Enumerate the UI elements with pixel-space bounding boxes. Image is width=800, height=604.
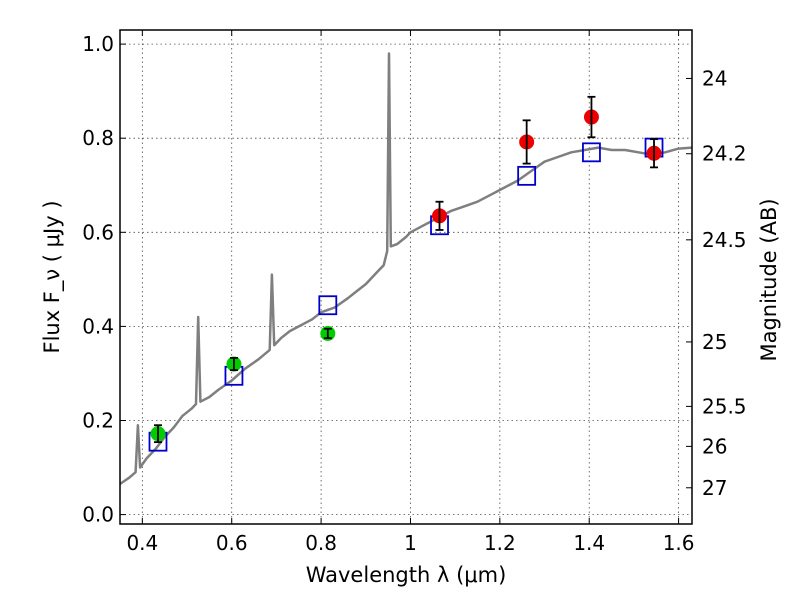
x-tick-label: 1 xyxy=(404,531,417,555)
y-axis-title: Flux F_ν ( μJy ) xyxy=(40,200,65,353)
spectrum-line xyxy=(120,52,692,486)
x-tick-label: 1.6 xyxy=(663,531,695,555)
x-axis-title: Wavelength λ (μm) xyxy=(306,563,507,587)
observed-data-series xyxy=(150,95,662,444)
model-square-marker xyxy=(318,295,338,316)
y-tick-label: 0.4 xyxy=(82,314,114,338)
y-tick-label: 0.6 xyxy=(82,220,114,244)
plot-frame xyxy=(119,29,693,525)
right-tick-label: 24 xyxy=(702,66,727,90)
y-tick-label: 0.8 xyxy=(82,126,114,150)
x-tick-label: 0.8 xyxy=(305,531,337,555)
right-tick-label: 27 xyxy=(702,476,727,500)
right-tick-label: 24.2 xyxy=(702,142,747,166)
x-tick-label: 0.6 xyxy=(216,531,248,555)
grid-lines xyxy=(120,30,692,524)
right-tick-label: 26 xyxy=(702,434,727,458)
model-square-marker xyxy=(582,142,601,163)
x-tick-label: 1.4 xyxy=(573,531,605,555)
x-tick-label: 1.2 xyxy=(484,531,516,555)
x-tick-label: 0.4 xyxy=(126,531,158,555)
model-photometry-series xyxy=(148,137,664,452)
y-tick-label: 0.0 xyxy=(82,503,114,527)
spectrum-series xyxy=(120,52,692,486)
right-tick-label: 25 xyxy=(702,330,727,354)
axis-ticks xyxy=(120,30,692,524)
y-tick-label: 0.2 xyxy=(82,408,114,432)
model-square-marker xyxy=(517,165,537,186)
y-tick-label: 1.0 xyxy=(82,32,114,56)
right-tick-label: 25.5 xyxy=(702,394,747,418)
right-tick-label: 24.5 xyxy=(702,228,747,252)
tick-labels: 0.4 0.6 0.8 1 1.2 1.4 1.6 0.0 0.2 0.4 0.6 0.8 1.0 24 2… xyxy=(82,32,746,555)
right-axis-title: Magnitude (AB) xyxy=(757,198,781,361)
